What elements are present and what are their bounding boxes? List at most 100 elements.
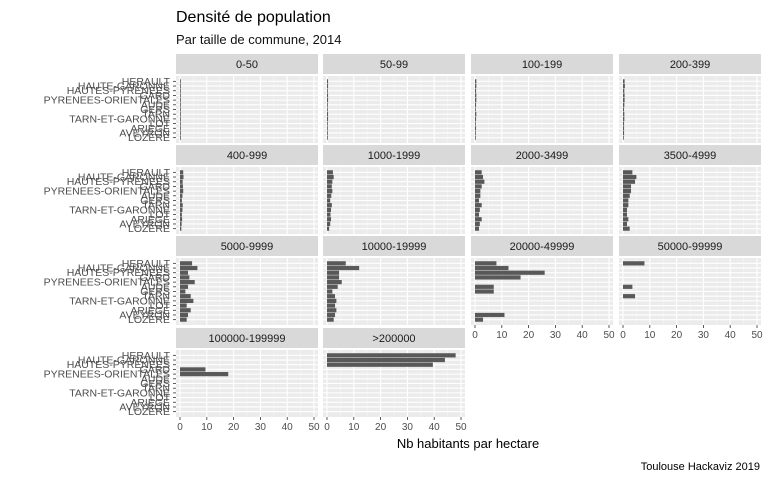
bar [327,317,334,322]
x-tick-label: 20 [523,330,535,341]
y-tick-label: AUDE [141,281,170,293]
facet-panel: >200000 0 10 20 30 40 50 [323,328,467,433]
facet-strip-label: 100000-199999 [208,333,285,345]
bar [475,170,482,175]
y-tick-label: GARD [140,272,171,284]
bar [180,198,182,203]
bar [327,298,337,303]
facet-strip [471,54,613,74]
facet-strip [176,145,318,165]
facet-panel: 200-399 [619,54,761,143]
x-tick-label: 10 [201,422,213,433]
x-tick-label: 30 [698,330,710,341]
x-tick-label: 10 [496,330,508,341]
bar [475,193,481,198]
bar [475,107,476,112]
y-tick-label: LOT [150,209,171,221]
bar [180,126,181,131]
facet-panel: 1000-1999 [323,145,465,234]
bar [180,88,181,93]
y-tick-label: LOZERE [128,314,170,326]
y-tick-label: AUDE [141,99,170,111]
bar [180,203,183,208]
bar [327,203,332,208]
bar [327,357,445,363]
bar [180,207,183,212]
bar [475,226,480,231]
y-tick-label: LOZERE [128,223,170,235]
bar [180,193,183,198]
bar [180,174,184,180]
facet-panel: 2000-3499 [471,145,613,234]
bar [180,265,198,271]
bar [180,308,191,313]
facet-strip-label: >200000 [372,333,415,345]
facet-strip-label: 0-50 [236,59,258,71]
x-tick-label: 20 [375,422,387,433]
y-tick-label: HAUTE-GARONNE [78,263,170,275]
facet-strip [323,145,465,165]
bar [327,198,331,203]
facet-strip [323,54,465,74]
bar [180,130,181,136]
bar [623,207,628,212]
x-tick-label: 40 [577,330,589,341]
bar [180,135,181,140]
facet-strip-label: 100-199 [522,59,562,71]
bar [327,303,336,308]
chart-subtitle: Par taille de commune, 2014 [176,32,341,47]
bar [327,174,334,180]
bar [180,289,186,294]
bar [475,189,481,194]
bar [475,112,477,117]
bar [623,93,625,98]
bar [327,308,337,313]
y-tick-label: AVEYRON [119,218,170,230]
bar [327,126,328,131]
facet-strip-label: 10000-19999 [362,241,427,253]
y-tick-label: TARN [142,200,170,212]
bar [475,79,477,84]
bar [475,88,477,93]
bar [475,261,497,266]
bar [475,135,476,140]
bar [180,294,191,299]
y-tick-label: HERAULT [122,258,171,270]
bar [327,79,329,84]
bar [327,280,342,285]
y-tick-label: HAUTES-PYRENEES [67,85,170,97]
bar [475,317,484,322]
y-tick-label: HAUTES-PYRENEES [67,176,170,188]
y-tick-label: PYRENEES-ORIENTALES [44,277,170,289]
facet-strip-label: 50000-99999 [658,241,723,253]
bar [475,207,480,212]
bar [475,275,521,280]
y-tick-label: TARN [142,383,170,395]
facet-strip-label: 50-99 [380,59,408,71]
bar [327,88,328,93]
bar [180,284,189,289]
bar [327,98,329,103]
x-tick-label: 20 [228,422,240,433]
x-tick-label: 0 [177,422,183,433]
y-tick-label: ARIEGE [130,397,170,409]
bar [327,270,340,275]
bar [180,221,182,227]
bar [475,93,477,98]
bar [180,270,189,275]
bar [475,83,477,89]
bar [623,102,625,107]
bar [180,261,193,266]
bar [327,116,329,121]
bar [475,265,509,271]
bar [475,270,545,275]
bar [623,221,628,227]
x-tick-label: 0 [472,330,478,341]
bar [180,303,187,308]
facet-panel: 0-50HERAULTHAUTE-GARONNEHAUTES-PYRENEESG… [44,54,318,144]
bar [327,107,328,112]
facet-panel: 20000-49999 0 10 20 30 40 50 [471,236,615,341]
bar [180,112,181,117]
